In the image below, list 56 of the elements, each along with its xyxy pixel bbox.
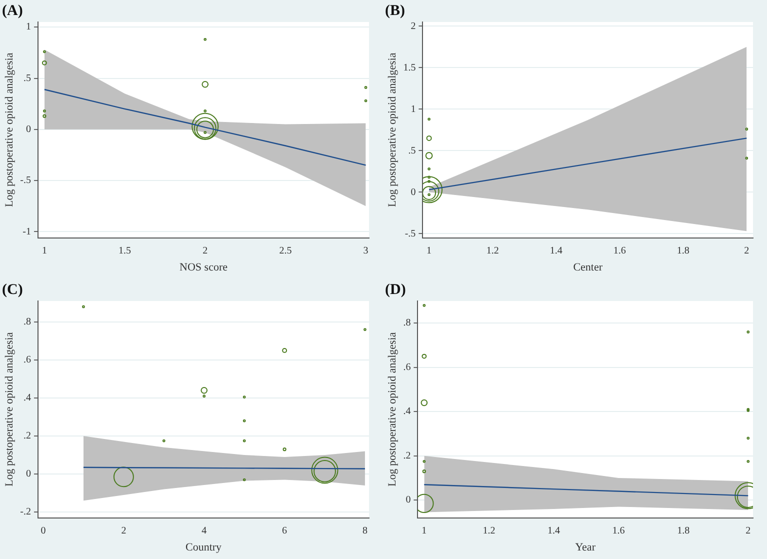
y-tick-label: .6 [403, 362, 411, 373]
y-tick-label: .6 [24, 354, 32, 366]
y-tick-label: 0 [26, 124, 32, 136]
y-tick-label: 1 [26, 22, 32, 33]
chart-title: (A) [2, 2, 23, 19]
y-tick-label: .8 [24, 316, 32, 328]
x-axis-title: Center [573, 261, 603, 274]
y-tick-label: .4 [24, 392, 32, 404]
chart-title: (B) [385, 2, 405, 19]
y-tick-label: 2 [410, 20, 416, 32]
y-axis-title: Log postoperative opioid analgesia [386, 52, 398, 208]
x-axis-title: NOS score [180, 261, 228, 274]
x-tick-label: 1 [426, 245, 432, 256]
x-tick-label: 1.8 [677, 525, 690, 536]
y-tick-label: -.5 [20, 175, 32, 186]
x-tick-label: 2 [746, 525, 751, 536]
x-tick-label: 1.4 [548, 525, 560, 536]
chart-title: (D) [385, 282, 406, 298]
x-tick-label: 2 [744, 245, 750, 256]
x-tick-label: 6 [282, 525, 288, 536]
y-tick-label: 0 [410, 186, 416, 198]
x-tick-label: 1.2 [486, 245, 499, 256]
y-tick-label: 0 [406, 494, 411, 506]
x-tick-label: 1.5 [118, 245, 132, 256]
y-axis-title: Log postoperative opioid analgesia [3, 332, 16, 487]
x-tick-label: 0 [40, 525, 46, 536]
y-tick-label: .5 [24, 72, 32, 84]
y-axis-title: Log postoperative opioid analgesia [3, 52, 16, 208]
y-tick-label: -.2 [20, 506, 32, 518]
chart-title: (C) [2, 282, 23, 298]
y-tick-label: .4 [403, 406, 411, 418]
x-tick-label: 1.2 [482, 525, 496, 536]
y-axis-title: Log postoperative opioid analgesia [386, 332, 398, 487]
x-tick-label: 8 [362, 525, 368, 536]
x-tick-label: 4 [202, 525, 207, 536]
x-tick-label: 2 [121, 525, 126, 536]
y-tick-label: .2 [403, 450, 411, 462]
y-tick-label: 1.5 [403, 62, 416, 74]
y-tick-label: 1 [410, 104, 416, 115]
x-tick-label: 1 [422, 525, 427, 536]
x-tick-label: 1.6 [613, 245, 626, 256]
y-tick-label: .5 [408, 145, 416, 156]
y-tick-label: 0 [26, 468, 32, 480]
x-axis-title: Country [185, 541, 222, 554]
x-tick-label: 3 [363, 245, 368, 256]
x-tick-label: 1.6 [612, 525, 625, 536]
y-tick-label: .2 [24, 430, 32, 442]
y-tick-label: -.5 [404, 228, 416, 240]
x-axis-title: Year [575, 541, 596, 554]
x-tick-label: 1.8 [676, 245, 690, 256]
x-tick-label: 2 [202, 245, 208, 256]
x-tick-label: 1 [42, 245, 47, 256]
x-tick-label: 2.5 [279, 245, 292, 256]
y-tick-label: .8 [403, 318, 411, 329]
x-tick-label: 1.4 [550, 245, 562, 256]
y-tick-label: -1 [22, 226, 32, 238]
